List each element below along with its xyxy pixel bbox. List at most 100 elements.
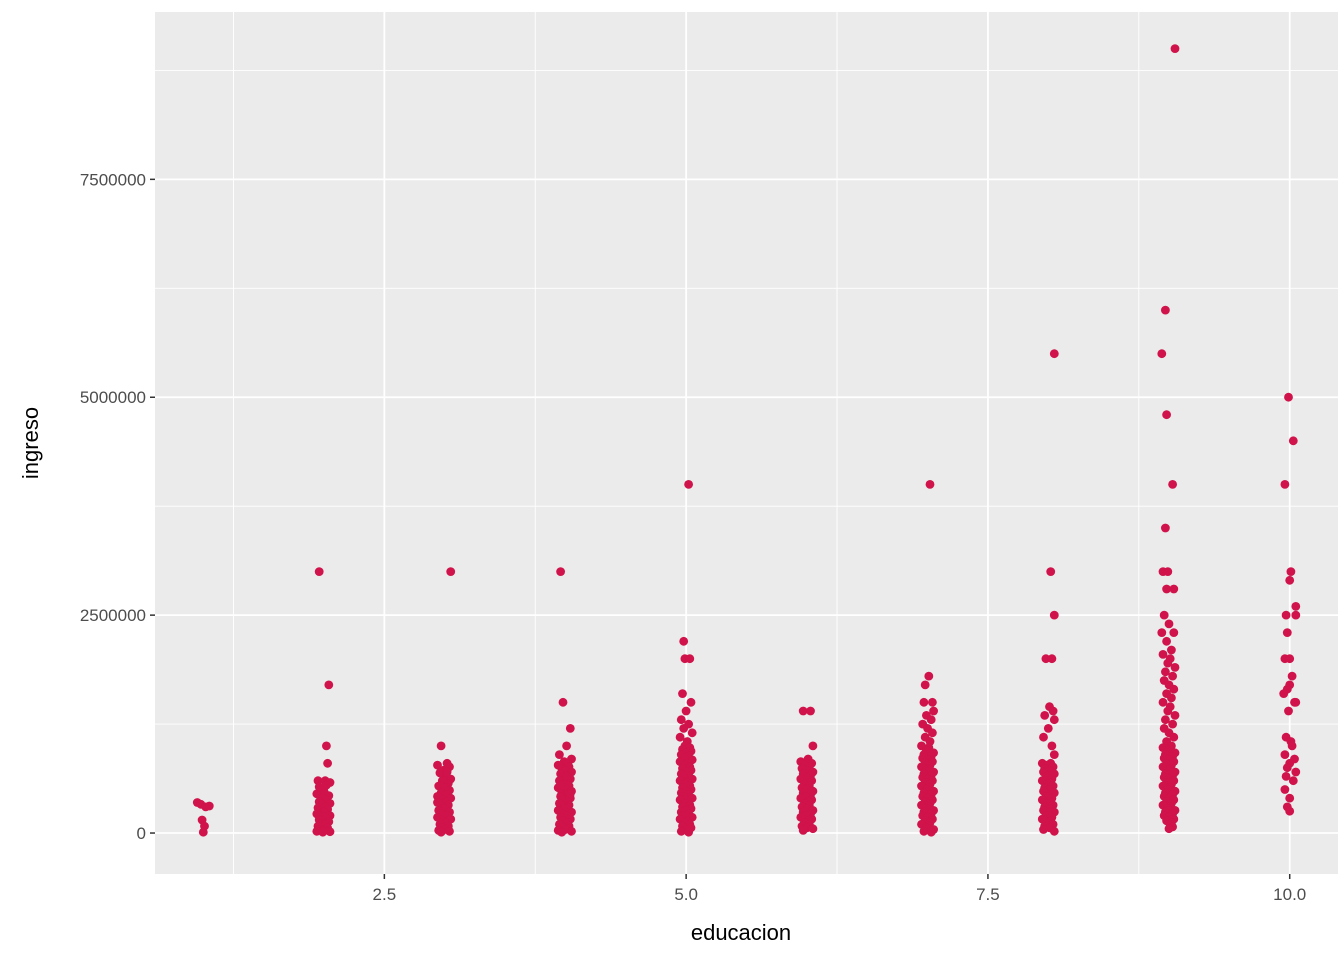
data-point — [1158, 697, 1168, 707]
data-point — [920, 680, 930, 690]
data-point — [1163, 658, 1173, 668]
data-point — [446, 567, 456, 576]
data-point — [1047, 654, 1057, 664]
data-point — [1287, 741, 1297, 751]
data-point — [433, 760, 442, 770]
data-point — [556, 567, 565, 576]
data-point — [555, 750, 564, 759]
data-point — [325, 827, 335, 837]
data-points — [192, 44, 1301, 837]
data-point — [1163, 706, 1173, 716]
data-point — [1159, 610, 1169, 620]
x-axis-ticks: 2.5 5.0 7.5 10.0 — [373, 874, 1306, 904]
data-point — [1170, 44, 1180, 53]
data-point — [1157, 628, 1167, 637]
data-point — [1291, 767, 1301, 777]
data-point — [442, 767, 452, 777]
data-point — [926, 827, 936, 837]
data-point — [1282, 628, 1292, 637]
data-point — [808, 741, 818, 751]
data-point — [557, 827, 567, 837]
data-point — [314, 567, 324, 576]
data-point — [565, 724, 575, 733]
data-point — [1282, 763, 1292, 773]
data-point — [684, 827, 693, 837]
data-point — [1285, 575, 1295, 585]
data-point — [1285, 793, 1295, 803]
data-point — [919, 697, 929, 707]
data-point — [676, 826, 686, 836]
x-tick-label: 10.0 — [1273, 885, 1306, 904]
data-point — [1288, 776, 1298, 786]
data-point — [1170, 711, 1180, 720]
data-point — [684, 480, 693, 489]
data-point — [1161, 305, 1170, 315]
data-point — [1047, 741, 1057, 751]
data-point — [1168, 719, 1177, 729]
data-point — [1281, 772, 1291, 781]
data-point — [436, 827, 446, 837]
data-point — [806, 706, 815, 716]
data-point — [1281, 610, 1291, 620]
data-point — [1287, 671, 1297, 681]
data-point — [1168, 480, 1177, 489]
data-point — [808, 824, 818, 834]
data-point — [198, 827, 208, 837]
plot-panel — [155, 12, 1338, 874]
data-point — [1049, 610, 1059, 620]
data-point — [1291, 602, 1301, 611]
data-point — [679, 724, 689, 733]
y-axis-ticks: 0 2500000 5000000 7500000 — [80, 170, 155, 843]
data-point — [1168, 671, 1177, 681]
x-tick-label: 5.0 — [674, 885, 698, 904]
data-point — [318, 827, 328, 837]
data-point — [445, 826, 454, 836]
data-point — [1291, 697, 1301, 707]
data-point — [925, 480, 935, 489]
data-point — [1288, 436, 1298, 446]
x-axis-title: educacion — [691, 920, 791, 945]
data-point — [1046, 567, 1056, 576]
data-point — [1285, 654, 1295, 664]
data-point — [798, 826, 808, 835]
data-point — [1049, 826, 1059, 836]
data-point — [1161, 667, 1170, 677]
data-point — [558, 697, 568, 707]
data-point — [1163, 567, 1173, 576]
data-point — [1279, 689, 1289, 698]
data-point — [685, 654, 695, 664]
data-point — [686, 697, 696, 707]
data-point — [1169, 628, 1179, 637]
data-point — [562, 741, 571, 751]
data-point — [1049, 750, 1059, 759]
data-point — [1169, 732, 1179, 742]
data-point — [1158, 650, 1168, 659]
data-point — [562, 772, 571, 781]
data-point — [565, 789, 575, 799]
data-point — [436, 741, 446, 751]
y-tick-label: 7500000 — [80, 170, 146, 189]
data-point — [1284, 392, 1293, 402]
data-point — [1048, 706, 1058, 716]
data-point — [1162, 410, 1171, 420]
data-point — [314, 782, 324, 792]
data-point — [1049, 715, 1059, 725]
data-point — [919, 826, 929, 836]
data-point — [1169, 584, 1179, 594]
data-point — [1286, 567, 1296, 576]
data-point — [322, 780, 331, 790]
data-point — [676, 715, 686, 725]
data-point — [1157, 349, 1167, 359]
data-point — [1039, 732, 1048, 742]
y-tick-label: 2500000 — [80, 606, 146, 625]
data-point — [1169, 684, 1179, 694]
data-point — [1162, 636, 1171, 646]
data-point — [567, 826, 576, 836]
data-point — [1049, 349, 1059, 359]
data-point — [928, 697, 937, 707]
data-point — [1170, 663, 1180, 672]
data-point — [924, 671, 934, 681]
data-point — [678, 689, 687, 698]
y-tick-label: 5000000 — [80, 388, 146, 407]
